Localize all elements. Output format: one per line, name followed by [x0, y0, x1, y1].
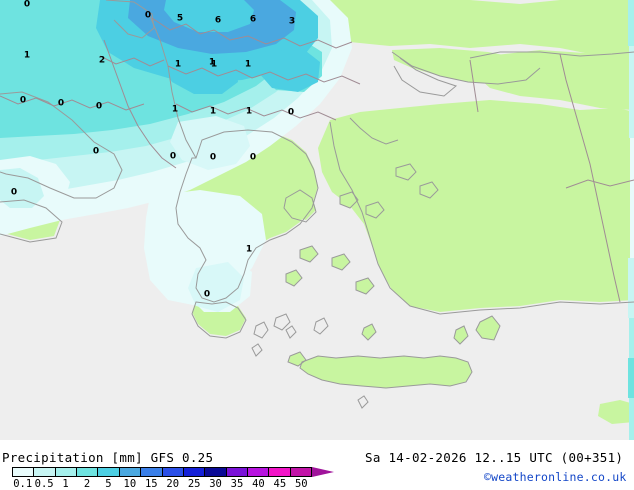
color-scale-legend[interactable]: 0.1 0.5 1 2 5 10 15 20 25 30 35 40 45 50 [12, 467, 334, 490]
color-swatch [34, 468, 56, 476]
map-canvas [0, 0, 634, 440]
color-swatch [98, 468, 120, 476]
footer-credit-link[interactable]: ©weatheronline.co.uk [484, 470, 627, 484]
color-swatch [226, 468, 248, 476]
color-scale-tick: 35 [230, 478, 244, 490]
color-scale-tick: 1 [62, 478, 69, 490]
color-scale-tick: 20 [166, 478, 180, 490]
color-scale-tick: 15 [144, 478, 158, 490]
color-swatch [77, 468, 99, 476]
color-swatch [162, 468, 184, 476]
color-scale-tick: 25 [187, 478, 201, 490]
map-footer: Precipitation [mm] GFS 0.25 Sa 14-02-202… [0, 440, 634, 490]
color-scale-bar [12, 467, 312, 477]
border-layer [0, 17, 634, 303]
color-swatch [205, 468, 227, 476]
footer-run-timestamp: Sa 14-02-2026 12..15 UTC (00+351) [365, 450, 624, 465]
color-swatch [55, 468, 78, 476]
color-scale-tick: 5 [105, 478, 112, 490]
color-swatch [119, 468, 142, 476]
color-swatch [183, 468, 206, 476]
color-scale-tick: 2 [83, 478, 91, 490]
color-scale-tick: 30 [209, 478, 222, 490]
color-scale-tick: 45 [273, 478, 287, 490]
color-scale-overflow-arrow [312, 467, 334, 477]
color-scale-ticks: 0.1 0.5 1 2 5 10 15 20 25 30 35 40 45 50 [12, 478, 334, 490]
color-swatch [13, 468, 35, 476]
color-swatch [247, 468, 270, 476]
footer-title: Precipitation [mm] GFS 0.25 [2, 450, 214, 465]
color-scale-tick: 40 [252, 478, 265, 490]
color-scale-tick: 10 [123, 478, 137, 490]
color-scale-tick: 0.5 [34, 478, 54, 490]
color-swatch [269, 468, 291, 476]
color-scale-tick: 0.1 [13, 478, 33, 490]
color-swatch [141, 468, 163, 476]
color-swatch [290, 468, 312, 476]
color-scale-tick: 50 [294, 478, 308, 490]
